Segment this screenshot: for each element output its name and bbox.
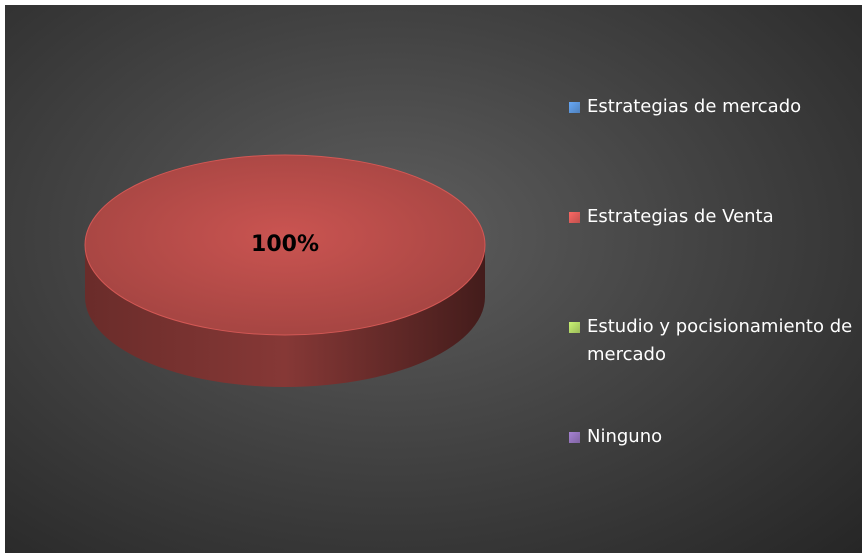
legend-label: Estrategias de mercado [587, 96, 802, 117]
legend-marker [569, 432, 580, 443]
legend-item: Estrategias de mercado [567, 93, 857, 203]
legend-item: Ninguno [567, 423, 857, 533]
legend-label: Estrategias de Venta [587, 206, 774, 227]
legend: Estrategias de mercado Estrategias de Ven… [567, 93, 857, 533]
slice-side [85, 245, 485, 387]
legend-marker [569, 212, 580, 223]
legend-item: Estrategias de Venta [567, 203, 857, 313]
legend-label: Ninguno [587, 426, 663, 447]
chart: 100% [84, 154, 486, 387]
legend-item: Estudio y pocisionamiento de mercado [567, 313, 857, 423]
value-label: 100% [251, 232, 319, 257]
chart-area: 100% Estrategias de mercado Estrategias d… [5, 5, 862, 553]
legend-label: Estudio y pocisionamiento de mercado [587, 316, 853, 365]
legend-marker [569, 322, 580, 333]
legend-marker [569, 102, 580, 113]
slice [84, 154, 486, 336]
